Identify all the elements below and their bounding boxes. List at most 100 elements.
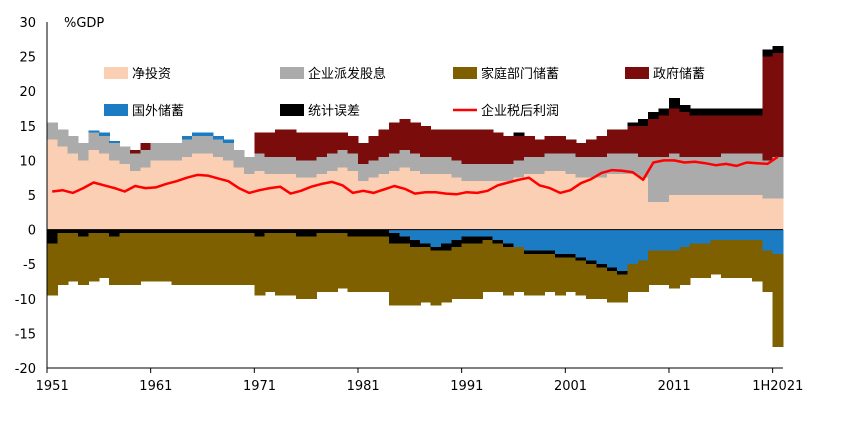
- bar-net-investment: [399, 167, 411, 230]
- bar-household-savings: [741, 239, 753, 279]
- bar-household-savings: [482, 239, 494, 292]
- bar-statistical-discrepancy: [150, 229, 162, 234]
- bar-statistical-discrepancy: [772, 46, 784, 54]
- bar-corporate-dividends: [368, 160, 380, 178]
- bar-corporate-dividends: [720, 153, 732, 195]
- bar-net-investment: [212, 156, 224, 230]
- bar-corporate-dividends: [513, 160, 525, 178]
- bar-foreign-savings: [420, 229, 432, 244]
- bar-net-investment: [606, 174, 618, 230]
- bar-net-investment: [243, 174, 255, 230]
- bar-corporate-dividends: [357, 163, 369, 182]
- bar-corporate-dividends: [285, 156, 297, 175]
- bar-statistical-discrepancy: [88, 229, 100, 234]
- bar-statistical-discrepancy: [492, 239, 504, 244]
- bar-household-savings: [202, 233, 214, 285]
- bar-statistical-discrepancy: [700, 108, 712, 116]
- bar-government-savings: [295, 132, 307, 161]
- bar-household-savings: [326, 233, 338, 292]
- bar-household-savings: [420, 246, 432, 303]
- bar-household-savings: [596, 267, 608, 299]
- x-tick-label: 1991: [450, 379, 483, 394]
- bar-government-savings: [513, 136, 525, 161]
- bar-household-savings: [109, 236, 121, 285]
- y-tick-label: 10: [19, 154, 36, 169]
- bar-government-savings: [492, 132, 504, 164]
- bar-statistical-discrepancy: [720, 108, 732, 116]
- bar-corporate-dividends: [648, 156, 660, 202]
- bar-corporate-dividends: [762, 160, 774, 199]
- bar-net-investment: [420, 174, 432, 230]
- bar-corporate-dividends: [67, 136, 79, 154]
- bar-net-investment: [357, 181, 369, 230]
- bar-statistical-discrepancy: [689, 108, 701, 116]
- bar-government-savings: [440, 129, 452, 157]
- bar-foreign-savings: [575, 229, 587, 258]
- bar-statistical-discrepancy: [212, 229, 224, 234]
- bar-net-investment: [513, 177, 525, 230]
- bar-statistical-discrepancy: [378, 229, 390, 237]
- bar-net-investment: [503, 181, 515, 230]
- bar-government-savings: [129, 150, 141, 154]
- bar-net-investment: [129, 170, 141, 230]
- bar-foreign-savings: [762, 229, 774, 251]
- bar-net-investment: [223, 160, 235, 230]
- bar-net-investment: [119, 163, 131, 230]
- bar-government-savings: [586, 139, 598, 157]
- bar-corporate-dividends: [306, 160, 318, 178]
- bar-statistical-discrepancy: [668, 98, 680, 109]
- bar-government-savings: [347, 136, 359, 154]
- bar-government-savings: [720, 115, 732, 154]
- bar-statistical-discrepancy: [129, 229, 141, 234]
- bar-government-savings: [254, 132, 266, 154]
- bar-net-investment: [751, 195, 763, 230]
- bar-corporate-dividends: [129, 153, 141, 171]
- bar-household-savings: [254, 236, 266, 296]
- bar-statistical-discrepancy: [575, 257, 587, 261]
- bar-statistical-discrepancy: [119, 229, 131, 234]
- bar-household-savings: [150, 233, 162, 282]
- bar-foreign-savings: [212, 136, 224, 140]
- bar-net-investment: [565, 174, 577, 230]
- bar-net-investment: [461, 181, 473, 230]
- bar-government-savings: [337, 132, 349, 151]
- bar-net-investment: [554, 170, 566, 230]
- bar-household-savings: [223, 233, 235, 285]
- x-tick-label: 1H2021: [752, 379, 803, 394]
- bar-household-savings: [648, 250, 660, 285]
- bar-statistical-discrepancy: [368, 229, 380, 237]
- bar-foreign-savings: [741, 229, 753, 240]
- bar-household-savings: [233, 233, 245, 285]
- bar-corporate-dividends: [472, 163, 483, 182]
- bar-net-investment: [482, 181, 494, 230]
- bar-statistical-discrepancy: [606, 267, 618, 272]
- bar-statistical-discrepancy: [503, 243, 515, 247]
- bar-household-savings: [700, 243, 712, 279]
- bar-statistical-discrepancy: [658, 108, 670, 116]
- bar-household-savings: [264, 233, 276, 292]
- bar-foreign-savings: [668, 229, 680, 251]
- bar-net-investment: [389, 170, 401, 230]
- bar-household-savings: [88, 233, 100, 282]
- bar-statistical-discrepancy: [357, 229, 369, 237]
- bar-corporate-dividends: [440, 156, 452, 175]
- bar-statistical-discrepancy: [192, 229, 204, 234]
- bar-net-investment: [440, 174, 452, 230]
- bar-net-investment: [368, 177, 380, 230]
- bar-foreign-savings: [430, 229, 442, 247]
- bar-corporate-dividends: [337, 150, 349, 168]
- bar-foreign-savings: [534, 229, 546, 251]
- bar-statistical-discrepancy: [243, 229, 255, 234]
- bar-statistical-discrepancy: [482, 236, 494, 240]
- legend-swatch-household-savings: [453, 67, 477, 79]
- bar-net-investment: [98, 153, 110, 230]
- bar-household-savings: [212, 233, 224, 285]
- bar-net-investment: [658, 201, 670, 230]
- bar-foreign-savings: [596, 229, 608, 265]
- bar-statistical-discrepancy: [399, 236, 411, 244]
- bar-corporate-dividends: [57, 129, 69, 147]
- bar-corporate-dividends: [409, 153, 421, 171]
- bar-government-savings: [420, 125, 432, 157]
- bar-corporate-dividends: [275, 156, 287, 175]
